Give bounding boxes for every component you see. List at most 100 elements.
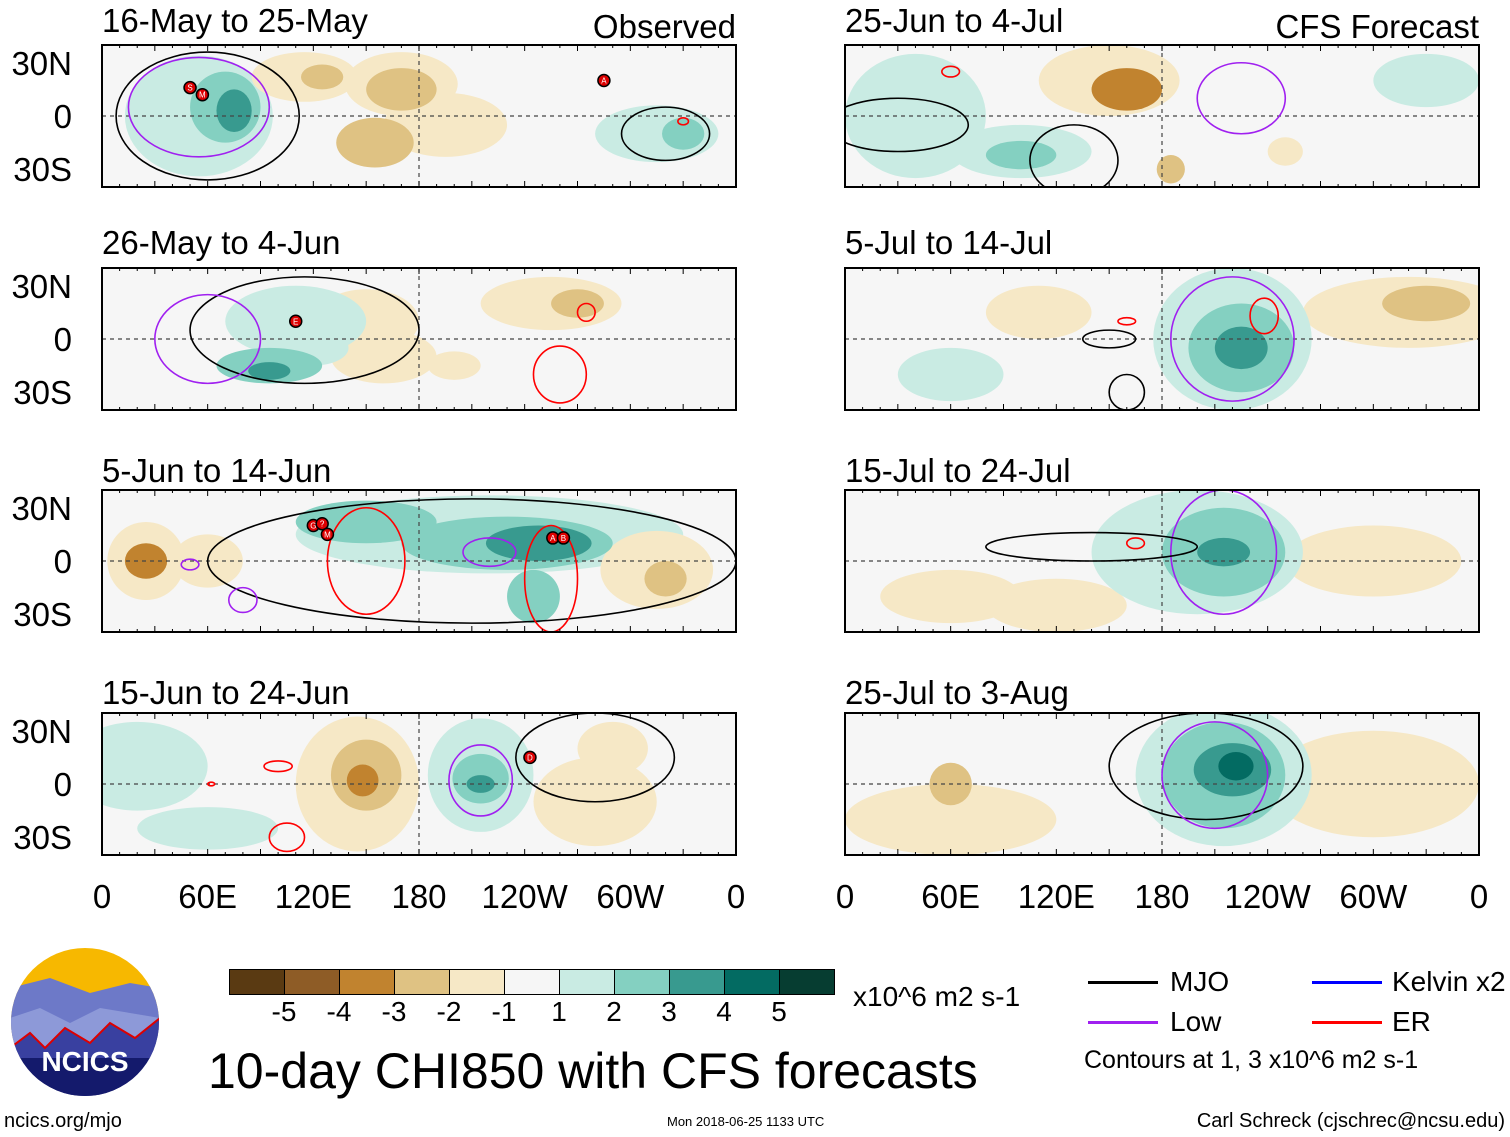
lon-label: 180 xyxy=(391,878,447,915)
legend-low-line xyxy=(1088,1021,1158,1024)
storm-letter: A xyxy=(550,534,556,543)
er-contour xyxy=(1125,537,1146,550)
storm-marker xyxy=(288,314,303,328)
lon-label: 120E xyxy=(274,878,352,915)
map-panel: D xyxy=(101,712,737,856)
er-contour xyxy=(263,760,294,773)
anomaly-shading xyxy=(366,68,437,111)
er-contour xyxy=(677,116,690,126)
anomaly-shading xyxy=(1156,155,1185,184)
legend-kelvin-label: Kelvin x2 xyxy=(1392,966,1506,997)
anomaly-shading xyxy=(1267,137,1303,166)
storm-letter: M xyxy=(324,530,331,539)
map-panel: SM A xyxy=(101,44,737,188)
anomaly-shading xyxy=(1197,537,1251,567)
panel-title: 15-Jun to 24-Jun xyxy=(102,674,350,711)
storm-marker xyxy=(195,87,210,102)
panel-title: 16-May to 25-May xyxy=(102,2,368,39)
low-contour xyxy=(154,293,262,385)
lon-label: 120W xyxy=(1224,878,1311,915)
figure-title: 10-day CHI850 with CFS forecasts xyxy=(208,1043,978,1099)
anomaly-shading xyxy=(1091,68,1162,111)
anomaly-shading xyxy=(1218,752,1254,781)
anomaly-shading xyxy=(301,64,344,90)
mjo-contour xyxy=(515,713,676,803)
lon-label: 180 xyxy=(1134,878,1190,915)
colorbar-tick-label: -4 xyxy=(326,996,352,1027)
storm-letter: M xyxy=(199,91,206,100)
panel-label: Observed xyxy=(592,8,736,45)
panel-label: CFS Forecast xyxy=(1275,8,1479,45)
svg-text:NCICS: NCICS xyxy=(41,1046,128,1077)
mjo-contour xyxy=(1029,124,1119,187)
anomaly-shading xyxy=(1382,285,1471,322)
mjo-contour xyxy=(189,276,420,385)
footer-link[interactable]: ncics.org/mjo xyxy=(4,1110,122,1132)
anomaly-shading xyxy=(897,347,1004,402)
map-panel: E xyxy=(101,267,737,411)
lat-label: 0 xyxy=(53,543,72,580)
storm-marker xyxy=(523,750,537,765)
legend-er-line xyxy=(1312,1021,1382,1024)
lon-label: 0 xyxy=(726,878,746,915)
mjo-contour xyxy=(1108,713,1304,821)
map-panel xyxy=(844,267,1480,411)
footer-author: Carl Schreck (cjschrec@ncsu.edu) xyxy=(1196,1110,1505,1132)
map-content: G ?M A B xyxy=(102,490,736,632)
anomaly-shading xyxy=(248,362,291,380)
colorbar-tick-label: -5 xyxy=(271,996,297,1027)
storm-letter: E xyxy=(293,317,298,326)
er-contour xyxy=(326,506,406,616)
storm-marker xyxy=(320,527,335,542)
mjo-contour xyxy=(845,97,970,153)
mjo-contour xyxy=(620,106,711,162)
map-panel: G ?M A B xyxy=(101,489,737,633)
lon-label: 60E xyxy=(178,878,238,915)
colorbar-tick-label: -1 xyxy=(491,996,517,1027)
anomaly-shading xyxy=(427,351,481,380)
er-contour xyxy=(523,524,579,632)
colorbar-swatch xyxy=(230,970,284,994)
anomaly-shading xyxy=(1214,326,1268,370)
colorbar-swatch xyxy=(284,970,339,994)
anomaly-shading xyxy=(662,117,705,150)
colorbar-swatch xyxy=(504,970,559,994)
mjo-contour xyxy=(1081,329,1137,349)
lon-label: 120E xyxy=(1017,878,1095,915)
lon-label: 0 xyxy=(92,878,112,915)
ncics-logo: NCICS xyxy=(11,948,159,1096)
legend-mjo-line xyxy=(1088,981,1158,984)
lat-label: 30S xyxy=(13,374,72,412)
anomaly-shading xyxy=(346,764,379,797)
map-content xyxy=(845,490,1479,632)
panel-title: 5-Jul to 14-Jul xyxy=(845,224,1053,261)
anomaly-shading xyxy=(551,289,604,318)
colorbar-tick-label: -3 xyxy=(381,996,407,1027)
map-content: SM A xyxy=(102,45,736,187)
map-panel xyxy=(844,712,1480,856)
er-contour xyxy=(1117,316,1137,326)
lat-label: 30N xyxy=(11,489,72,527)
colorbar-swatch xyxy=(339,970,394,994)
panel-title: 15-Jul to 24-Jul xyxy=(845,452,1071,489)
panel-title: 5-Jun to 14-Jun xyxy=(102,452,332,489)
panel-title: 25-Jul to 3-Aug xyxy=(845,674,1069,711)
anomaly-shading xyxy=(216,89,252,132)
anomaly-shading xyxy=(880,569,1022,624)
lat-label: 30N xyxy=(11,712,72,750)
anomaly-shading xyxy=(845,784,1057,855)
storm-marker xyxy=(183,80,197,95)
er-contour xyxy=(206,781,216,787)
anomaly-shading xyxy=(137,807,279,850)
anomaly-shading xyxy=(985,285,1092,339)
lon-label: 60E xyxy=(921,878,981,915)
lat-label: 30N xyxy=(11,44,72,82)
er-contour xyxy=(1249,297,1280,335)
lon-label: 0 xyxy=(1469,878,1489,915)
panel-title: 26-May to 4-Jun xyxy=(102,224,341,261)
lat-label: 30S xyxy=(13,819,72,857)
low-contour xyxy=(1161,721,1269,830)
colorbar-swatch xyxy=(559,970,614,994)
anomaly-shading xyxy=(644,561,687,597)
low-contour xyxy=(462,537,517,568)
